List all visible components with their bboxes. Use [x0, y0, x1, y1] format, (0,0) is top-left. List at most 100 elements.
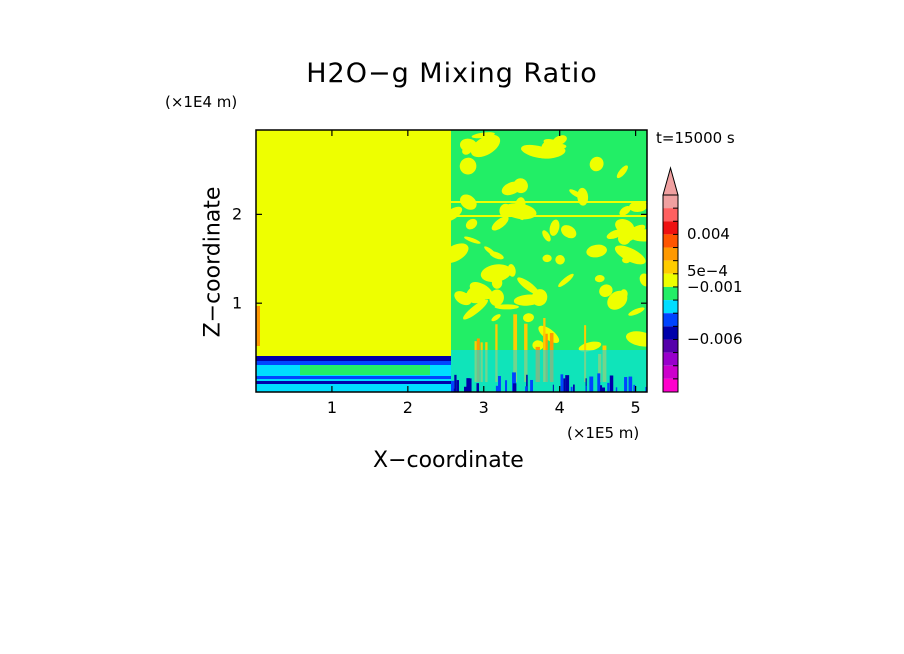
- x-tick-label: 5: [630, 398, 641, 417]
- y-axis-unit: (×1E4 m): [165, 93, 238, 111]
- blue-spike: [645, 386, 647, 392]
- blue-spike: [560, 374, 564, 392]
- band-green-patch: [300, 365, 430, 375]
- colorbar-swatch: [663, 365, 678, 379]
- blue-spike: [476, 383, 479, 392]
- blue-spike: [585, 378, 587, 392]
- yellow-patch: [622, 256, 631, 264]
- colorbar-label: 5e−4: [687, 262, 728, 281]
- yellow-patch: [549, 219, 560, 236]
- blue-spike: [633, 384, 636, 392]
- band-dark-blue: [256, 356, 453, 361]
- blue-spike: [451, 380, 455, 392]
- blue-spike: [512, 383, 517, 392]
- blue-spike: [526, 374, 528, 392]
- blue-spike: [495, 385, 499, 392]
- band-blue-2: [256, 376, 456, 379]
- colorbar-frame: [662, 194, 679, 393]
- colorbar-swatch: [663, 208, 678, 222]
- x-axis-unit: (×1E5 m): [567, 424, 640, 442]
- band-yellow-line-2: [451, 215, 647, 217]
- colorbar-swatch: [663, 195, 678, 209]
- band-dark-blue-2: [256, 381, 456, 384]
- yellow-patch: [532, 340, 544, 351]
- blue-spike: [498, 386, 500, 392]
- blue-spike: [552, 384, 554, 392]
- x-axis-label: X−coordinate: [373, 448, 524, 473]
- yellow-patch: [542, 254, 552, 263]
- yellow-patch: [569, 189, 584, 199]
- yellow-patch: [629, 200, 647, 212]
- yellow-patch: [462, 145, 473, 155]
- yellow-patch: [459, 157, 477, 175]
- region-lower-right: [451, 350, 647, 392]
- yellow-patch: [470, 134, 501, 158]
- blue-spike: [601, 387, 605, 392]
- blue-spike: [629, 379, 632, 392]
- blue-spike: [466, 378, 470, 392]
- yellow-patch: [489, 289, 504, 307]
- yellow-patch: [464, 236, 481, 244]
- colorbar-swatch: [663, 378, 678, 392]
- blue-spike: [624, 377, 628, 392]
- yellow-patch: [628, 307, 645, 316]
- yellow-patch: [466, 285, 489, 304]
- heatmap-field: [256, 130, 647, 392]
- blue-spike: [453, 388, 456, 392]
- blue-spike: [585, 385, 587, 392]
- blue-spike: [456, 380, 460, 392]
- yellow-patch: [614, 245, 646, 265]
- band-yellow-line: [451, 201, 647, 203]
- blue-spike: [570, 386, 573, 392]
- yellow-patch: [619, 224, 646, 244]
- colorbar-swatch: [663, 247, 678, 261]
- colorbar-swatch: [663, 221, 678, 235]
- blue-spike: [505, 380, 508, 392]
- yellow-patch: [586, 244, 607, 258]
- yellow-patch: [547, 143, 567, 150]
- blue-spike: [454, 385, 457, 392]
- colorbar-swatch: [663, 313, 678, 327]
- blue-spike: [615, 387, 618, 392]
- plume: [513, 314, 518, 382]
- blue-spikes: [451, 372, 647, 392]
- band-blue: [256, 361, 456, 365]
- yellow-patches: [441, 132, 647, 352]
- blue-spike: [530, 379, 534, 392]
- blue-spike: [600, 385, 603, 392]
- blue-spike: [573, 384, 575, 392]
- yellow-patch: [616, 165, 628, 179]
- edge-orange: [256, 306, 260, 346]
- y-ticks: [256, 213, 647, 304]
- colorbar: [662, 166, 679, 393]
- blue-spike: [498, 375, 501, 392]
- yellow-patch: [558, 273, 574, 288]
- yellow-patch: [639, 273, 647, 287]
- y-tick-label: 1: [232, 293, 243, 313]
- colorbar-swatch: [663, 326, 678, 340]
- blue-spike: [525, 386, 528, 392]
- yellow-patch: [607, 290, 628, 310]
- yellow-patch: [606, 229, 624, 240]
- yellow-patch: [491, 314, 501, 322]
- yellow-patch: [442, 206, 463, 222]
- time-label: t=15000 s: [656, 129, 735, 147]
- yellow-patch: [465, 218, 478, 230]
- region-upper-left: [256, 130, 456, 392]
- blue-spike: [469, 378, 472, 392]
- blue-spike: [464, 386, 467, 392]
- y-tick-label: 2: [232, 204, 243, 224]
- colorbar-label: 0.004: [687, 225, 730, 244]
- colorbar-label: −0.001: [687, 277, 743, 296]
- x-ticks: [331, 130, 637, 392]
- blue-spike: [609, 375, 614, 392]
- yellow-patch: [501, 181, 522, 196]
- chart-title: H2O−g Mixing Ratio: [306, 58, 598, 89]
- colorbar-swatch: [663, 286, 678, 301]
- yellow-patch: [513, 294, 542, 306]
- blue-spike: [589, 376, 594, 392]
- colorbar-swatch: [663, 339, 678, 353]
- blue-spike: [512, 372, 516, 392]
- blue-spike: [454, 374, 457, 392]
